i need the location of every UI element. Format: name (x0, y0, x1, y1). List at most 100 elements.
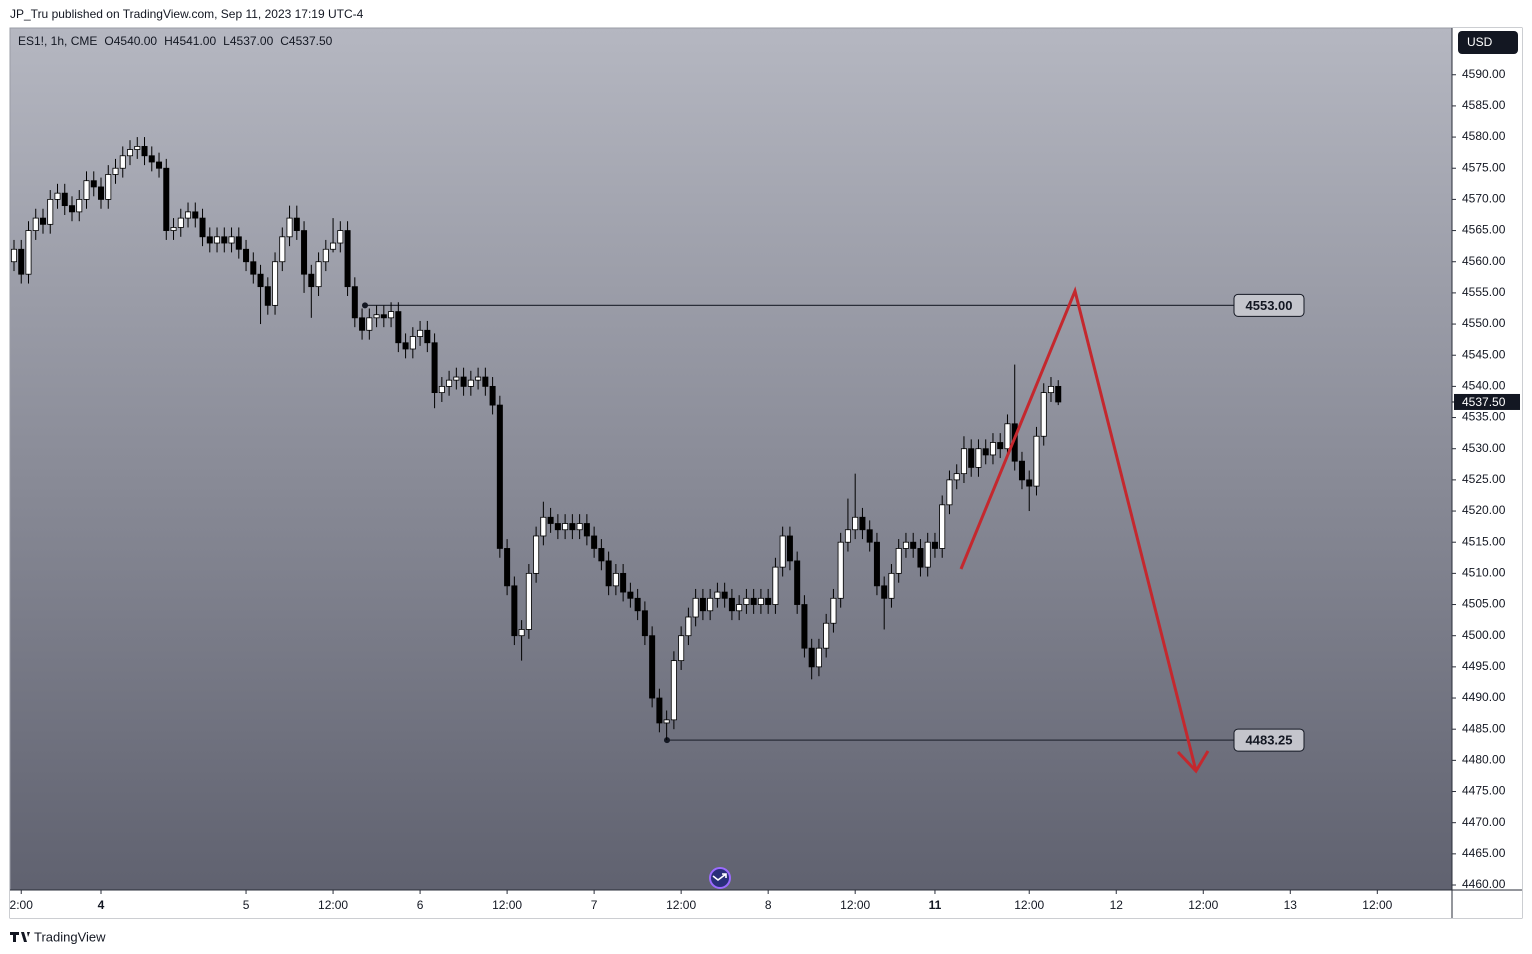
candle-body (931, 541, 938, 549)
candle-body (786, 535, 793, 562)
candle-body (1055, 385, 1062, 403)
y-tick-label: 4585.00 (1462, 98, 1506, 112)
candle-body (482, 376, 489, 387)
candle-body (61, 192, 68, 207)
candle-body (366, 317, 373, 331)
candle-body (446, 379, 453, 387)
candle-body (830, 597, 837, 624)
candle-body (1004, 423, 1011, 450)
legend-key: L (223, 34, 230, 48)
candle-body (721, 591, 728, 599)
candle-body (525, 572, 532, 630)
y-tick-label: 4535.00 (1462, 410, 1506, 424)
candle-body (663, 719, 670, 724)
candle-body (641, 610, 648, 637)
y-tick-label: 4480.00 (1462, 753, 1506, 767)
y-tick-label: 4475.00 (1462, 784, 1506, 798)
candle-body (917, 548, 924, 568)
events-icon-glyph (712, 873, 727, 882)
candle-body (243, 248, 250, 263)
candle-body (866, 529, 873, 543)
candle-body (670, 660, 677, 721)
candle-body (54, 192, 61, 200)
candle-body (699, 597, 706, 612)
legend-symbol: ES1!, 1h, CME (18, 34, 97, 48)
candle-body (982, 448, 989, 456)
candle-body (119, 155, 126, 169)
candle-body (924, 541, 931, 568)
candle-body (779, 535, 786, 568)
candle-body (808, 647, 815, 668)
candle-body (569, 523, 576, 531)
x-tick-label: 12:00 (840, 898, 870, 912)
x-tick-label: 7 (591, 898, 598, 912)
level-label: 4553.00 (1246, 298, 1293, 313)
x-tick-label: 11 (929, 898, 942, 912)
x-tick-label: 12:00 (1188, 898, 1218, 912)
candle-body (678, 635, 685, 662)
y-tick-label: 4530.00 (1462, 441, 1506, 455)
footer: TradingView (34, 929, 106, 944)
candle-body (395, 311, 402, 344)
y-tick-label: 4470.00 (1462, 815, 1506, 829)
candle-body (322, 248, 329, 263)
candle-body (960, 448, 967, 475)
candle-body (902, 541, 909, 549)
candle-body (837, 541, 844, 599)
currency-button[interactable] (1458, 31, 1518, 54)
candle-body (214, 236, 221, 244)
candle-body (134, 146, 141, 150)
last-price-label: 4537.50 (1462, 395, 1506, 409)
candle-body (460, 376, 467, 387)
candle-body (714, 591, 721, 599)
candle-body (417, 329, 424, 337)
candle-body (264, 286, 271, 306)
candle-body (301, 230, 308, 275)
candle-body (707, 597, 714, 612)
candle-body (852, 516, 859, 531)
legend-value: 4537.50 (289, 34, 333, 48)
candle-body (591, 535, 598, 549)
candle-body (910, 541, 917, 549)
candle-body (156, 161, 163, 169)
candle-body (380, 314, 387, 319)
legend-value: 4541.00 (173, 34, 217, 48)
x-tick-label: 12:00 (666, 898, 696, 912)
candle-body (1018, 460, 1025, 481)
candle-body (18, 248, 25, 275)
candle-body (90, 180, 97, 188)
y-tick-label: 4575.00 (1462, 160, 1506, 174)
candle-body (235, 236, 242, 250)
legend-value: 4540.00 (114, 34, 158, 48)
candle-body (69, 205, 76, 213)
candle-body (888, 572, 895, 599)
candle-body (25, 230, 32, 275)
candle-body (83, 180, 90, 200)
y-tick-label: 4555.00 (1462, 285, 1506, 299)
y-tick-label: 4525.00 (1462, 472, 1506, 486)
candle-body (873, 541, 880, 587)
candle-body (148, 155, 155, 163)
x-tick-label: 12:00 (1014, 898, 1044, 912)
y-tick-label: 4465.00 (1462, 846, 1506, 860)
candle-body (989, 442, 996, 456)
candle-body (32, 217, 39, 231)
candle-body (424, 329, 431, 344)
last-price-badge (1454, 393, 1520, 410)
plot: 4553.00 4483.25 (10, 137, 1305, 752)
candle-body (467, 379, 474, 387)
x-tick-label: 12:00 (318, 898, 348, 912)
candle-body (308, 273, 315, 288)
x-tick-label: 5 (243, 898, 250, 912)
x-tick-label: 13 (1284, 898, 1298, 912)
candle-body (939, 504, 946, 549)
level-box (1233, 293, 1305, 317)
x-tick-label: 8 (765, 898, 772, 912)
drawing-arrowhead (1176, 750, 1210, 774)
candle-body (206, 236, 213, 244)
candle-body (504, 548, 511, 587)
candle-body (692, 597, 699, 618)
candle-body (409, 336, 416, 350)
legend-key: O (104, 34, 113, 48)
